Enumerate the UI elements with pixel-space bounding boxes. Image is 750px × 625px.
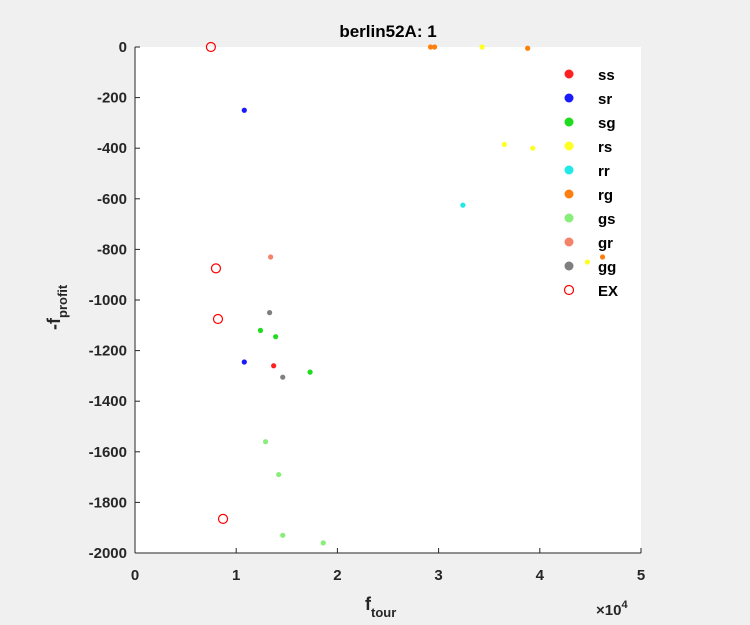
data-point-EX [205, 41, 216, 53]
y-tick-label: -200 [97, 90, 127, 107]
legend-label-gr: gr [598, 235, 613, 252]
x-axis-label-sub: tour [371, 605, 396, 620]
data-point-gs [276, 471, 282, 478]
x-tick-label: 2 [333, 567, 341, 584]
legend-label-EX: EX [598, 283, 618, 300]
plot-area [135, 47, 641, 553]
chart-title: berlin52A: 1 [339, 22, 436, 41]
data-point-sr [241, 359, 247, 365]
data-point-rs [584, 259, 590, 265]
data-point-rg [427, 44, 434, 50]
x-tick-label: 5 [637, 567, 645, 584]
legend-marker-rg [564, 189, 574, 199]
legend-marker-sr [564, 93, 574, 103]
data-point-sg [307, 369, 313, 375]
y-tick-label: -1000 [89, 292, 127, 309]
data-point-sg [273, 334, 279, 340]
y-axis-label-sub: profit [55, 284, 70, 318]
y-tick-label: -1200 [89, 343, 127, 360]
x-tick-label: 3 [434, 567, 442, 584]
data-point-sr [241, 107, 247, 113]
y-tick-label: -2000 [89, 545, 127, 562]
data-point-EX [212, 313, 224, 325]
data-point-rg [431, 44, 438, 50]
legend-marker-gg [564, 261, 574, 271]
y-tick-label: -800 [97, 241, 127, 258]
x-exponent-label: ×104 [596, 599, 628, 619]
legend-label-rg: rg [598, 187, 613, 204]
data-point-gs [280, 532, 286, 538]
y-axis-label-main: -f [44, 317, 64, 330]
legend-marker-gs [564, 213, 574, 223]
data-point-gr [268, 254, 274, 260]
data-point-EX [217, 513, 229, 524]
legend: ss sr sg rs rr rg gs gr gg EX [563, 67, 618, 300]
data-point-ss [271, 363, 277, 369]
x-tick-label: 4 [536, 567, 545, 584]
data-points [205, 41, 606, 546]
data-point-rs [530, 145, 536, 151]
data-point-EX [210, 263, 222, 274]
legend-label-rs: rs [598, 139, 612, 156]
legend-marker-rs [564, 141, 574, 151]
y-tick-label: -1800 [89, 494, 127, 511]
data-point-gs [320, 540, 326, 546]
legend-label-sr: sr [598, 91, 612, 108]
y-tick-label: -1400 [89, 393, 127, 410]
x-exponent-base: ×10 [596, 602, 621, 619]
x-exponent-power: 4 [621, 599, 628, 611]
legend-marker-EX [563, 284, 575, 296]
y-axis-label: -fprofit [44, 284, 70, 330]
legend-marker-sg [564, 117, 574, 127]
data-point-rg [599, 254, 606, 260]
y-tick-label: 0 [119, 39, 127, 56]
legend-label-sg: sg [598, 115, 616, 132]
x-tick-label: 0 [131, 567, 139, 584]
legend-marker-rr [564, 165, 574, 175]
legend-label-gs: gs [598, 211, 616, 228]
legend-label-ss: ss [598, 67, 615, 84]
data-point-rs [479, 44, 485, 50]
data-point-rg [525, 45, 531, 51]
y-tick-label: -1600 [89, 444, 127, 461]
data-point-rr [460, 202, 466, 208]
x-tick-label: 1 [232, 567, 240, 584]
legend-label-gg: gg [598, 259, 616, 276]
legend-label-rr: rr [598, 163, 610, 180]
legend-marker-gr [564, 237, 574, 247]
data-point-sg [257, 327, 264, 333]
y-tick-label: -400 [97, 140, 127, 157]
data-point-gg [280, 374, 286, 380]
data-point-gg [266, 310, 273, 316]
x-axis-label-main: f [365, 594, 372, 614]
data-point-rs [501, 141, 507, 148]
x-axis-label: ftour [365, 594, 396, 620]
data-point-gs [262, 439, 269, 445]
axes: 0 1 2 3 4 5 0 -200 -400 -600 -800 -1000 -1200 -1400 -1… [89, 39, 646, 584]
y-tick-label: -600 [97, 191, 127, 208]
legend-marker-ss [564, 69, 574, 79]
